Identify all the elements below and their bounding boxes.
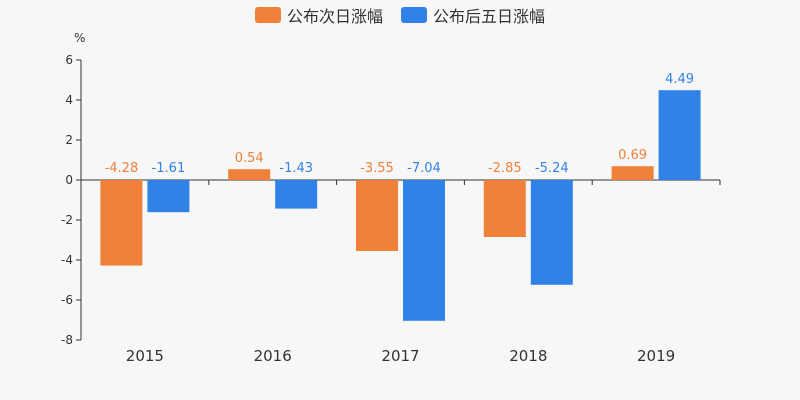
y-tick-label: -6 <box>61 293 73 307</box>
legend-swatch-series-1 <box>254 7 281 23</box>
bar-series-2 <box>147 180 190 213</box>
data-label: 0.54 <box>235 151 264 166</box>
legend-item-series-1[interactable]: 公布次日涨幅 <box>254 3 383 27</box>
data-label: -7.04 <box>407 161 441 176</box>
y-tick-label: 0 <box>65 173 73 187</box>
bar-series-2 <box>530 180 573 285</box>
legend-item-series-2[interactable]: 公布后五日涨幅 <box>401 3 545 27</box>
data-label: 0.69 <box>618 148 647 163</box>
x-tick-label: 2015 <box>126 347 164 365</box>
y-axis-unit: % <box>74 31 86 45</box>
data-label: -5.24 <box>535 161 569 176</box>
y-tick-label: 2 <box>65 133 73 147</box>
y-tick-label: 6 <box>65 53 73 67</box>
legend-label-series-1: 公布次日涨幅 <box>286 7 383 26</box>
data-label: -1.61 <box>152 161 186 176</box>
bar-series-1 <box>100 180 143 266</box>
y-tick-label: -8 <box>61 333 73 347</box>
legend: 公布次日涨幅 公布后五日涨幅 <box>0 3 800 27</box>
y-tick-label: -2 <box>61 213 73 227</box>
y-tick-label: -4 <box>61 253 73 267</box>
legend-label-series-2: 公布后五日涨幅 <box>433 7 546 26</box>
x-tick-label: 2017 <box>381 347 419 365</box>
bar-series-2 <box>403 180 445 321</box>
data-label: -2.85 <box>488 161 522 176</box>
bar-series-2 <box>275 180 318 209</box>
bar-series-1 <box>483 180 526 237</box>
data-label: -3.55 <box>360 161 394 176</box>
x-tick-label: 2019 <box>637 347 675 365</box>
legend-swatch-series-2 <box>401 7 427 23</box>
data-label: -1.43 <box>279 161 313 176</box>
y-tick-label: 4 <box>65 93 73 107</box>
bar-series-1 <box>611 166 654 180</box>
data-label: 4.49 <box>665 72 694 87</box>
bar-series-1 <box>228 169 271 180</box>
data-label: -4.28 <box>105 161 139 176</box>
x-tick-label: 2018 <box>509 347 547 365</box>
bar-series-1 <box>356 180 398 251</box>
bar-series-2 <box>658 90 701 180</box>
x-tick-label: 2016 <box>254 347 292 365</box>
